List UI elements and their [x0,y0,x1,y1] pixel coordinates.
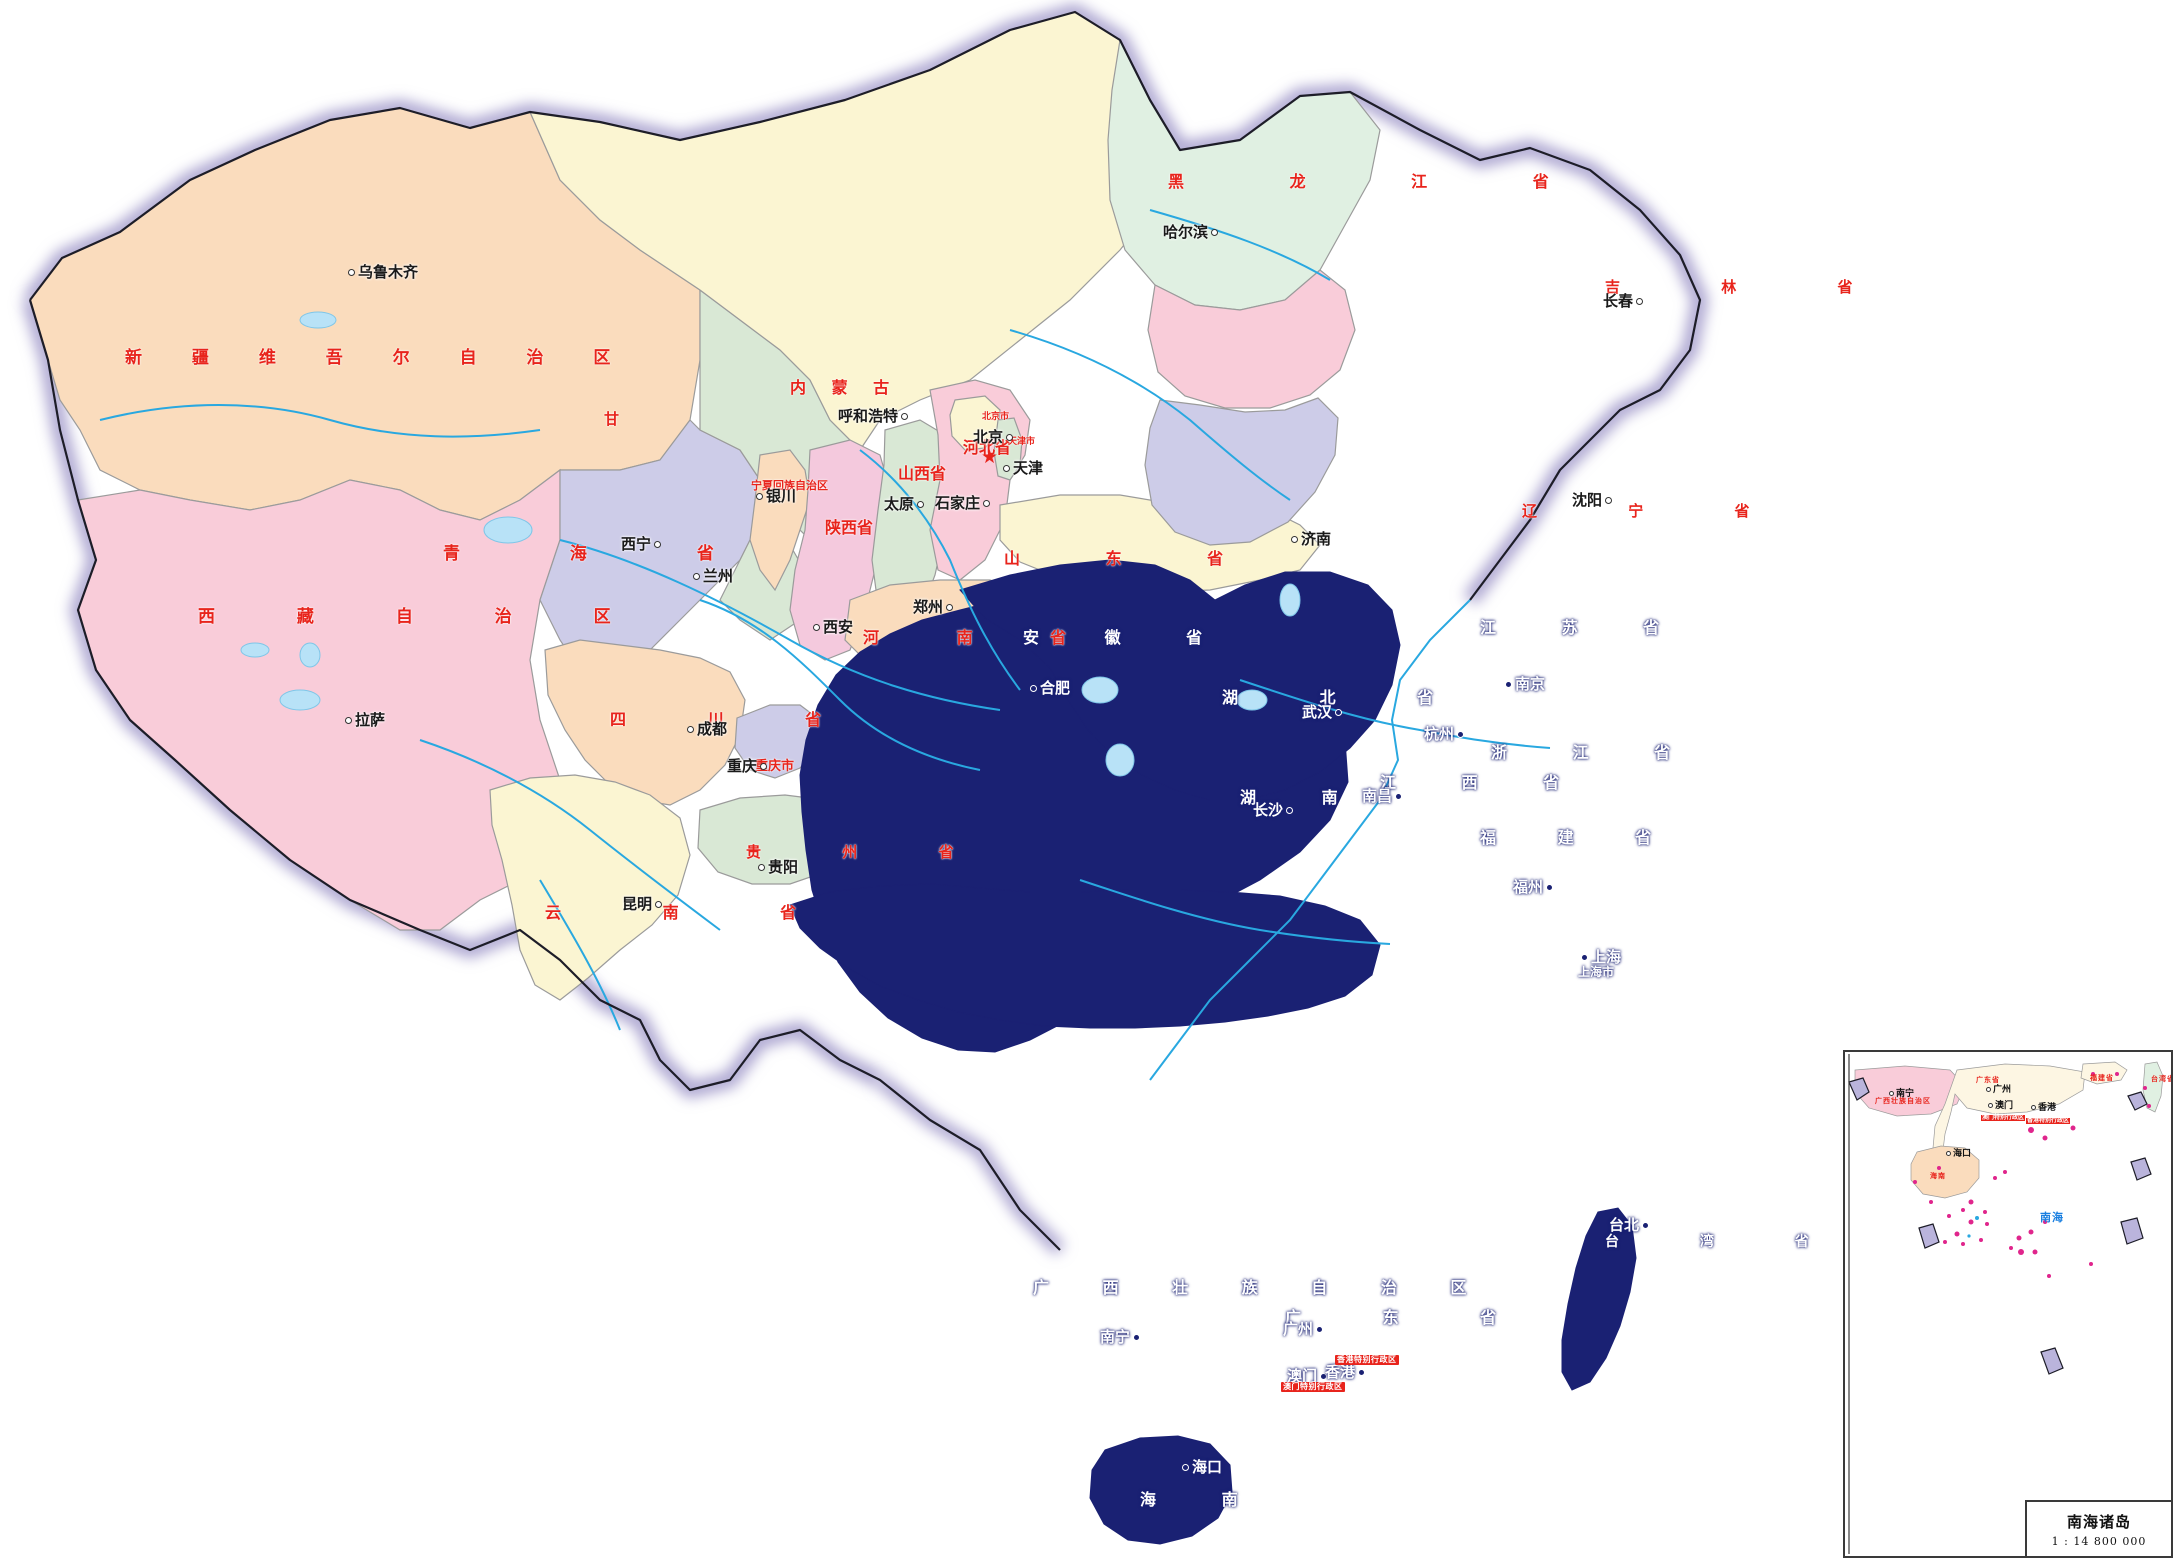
river-network [99,209,1551,1031]
inset-island-markers [1967,1216,1979,1238]
highlight-hainan [1089,1435,1233,1545]
region-beijing [949,395,1001,451]
region-liaoning [1144,397,1339,546]
lakes [240,311,1301,777]
inset-caption-scale: 1 : 14 800 000 [2051,1534,2147,1548]
coastline [1149,599,1471,1081]
national-border-line [28,10,1702,1251]
highlighted-provinces-group[interactable] [789,559,1637,1545]
south-china-sea-inset[interactable]: 广东省 广西壮族自治区 海南 台湾省 福建省 南宁 广州 澳门 香港 海口 澳门特别行政区 香港特… [1843,1050,2173,1558]
capital-star-icon: ★ [981,446,999,468]
inset-map-canvas [1848,1054,2164,1554]
highlight-taiwan [1561,1207,1637,1391]
inset-taiwan [2142,1061,2164,1113]
region-jilin [1147,269,1356,409]
inset-border-fragments [1848,1077,2152,1375]
region-sichuan [544,639,746,806]
highlight-guangxi-guangdong [789,883,1381,1029]
inset-caption: 南海诸岛 1 : 14 800 000 [2025,1500,2171,1556]
inset-caption-title: 南海诸岛 [2066,1512,2131,1531]
province-fills [29,11,1381,1001]
inset-islands [1913,1072,2151,1278]
region-ningxia [749,449,811,592]
inset-hainan [1910,1145,1980,1199]
inset-fujian [2080,1061,2128,1085]
region-tianjin [993,417,1023,481]
region-qinghai [539,419,761,671]
